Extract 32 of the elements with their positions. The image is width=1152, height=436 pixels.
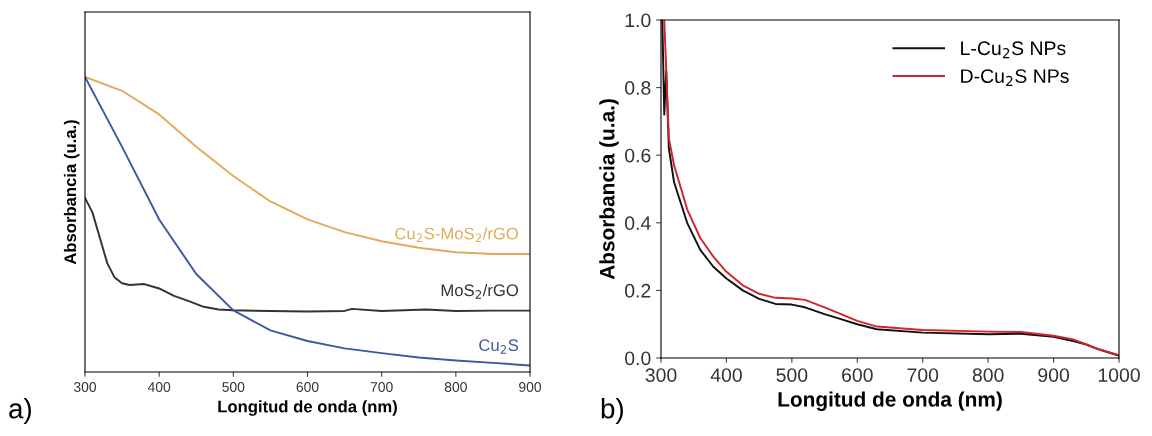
x-tick-label: 300 bbox=[645, 368, 677, 382]
x-tick-label: 1000 bbox=[1098, 368, 1140, 382]
y-tick-label: 0.0 bbox=[625, 351, 651, 366]
x-tick-label: 900 bbox=[519, 382, 542, 392]
x-tick-label: 600 bbox=[842, 368, 873, 382]
x-tick-label: 500 bbox=[222, 382, 245, 392]
x-tick-label: 400 bbox=[147, 382, 171, 392]
y-tick-label: 0.2 bbox=[625, 283, 651, 298]
y-axis-title: Absorbancia (u.a.) bbox=[599, 99, 619, 280]
legend-label: L-Cu$_{2}$S NPs bbox=[961, 41, 1066, 59]
series-label: Cu$_{2}$S bbox=[479, 339, 519, 354]
series-label: MoS$_{2}$/rGO bbox=[441, 283, 519, 299]
x-tick-label: 500 bbox=[776, 368, 808, 382]
x-axis-title: Longitud de onda (nm) bbox=[778, 391, 1002, 411]
x-tick-label: 600 bbox=[296, 382, 319, 392]
y-tick-label: 0.6 bbox=[625, 148, 651, 163]
y-axis-title: Absorbancia (u.a.) bbox=[63, 120, 80, 265]
x-tick-label: 700 bbox=[907, 368, 939, 382]
y-tick-label: 1.0 bbox=[625, 13, 651, 28]
y-tick-label: 0.8 bbox=[625, 81, 651, 95]
x-tick-label: 800 bbox=[972, 368, 1004, 382]
y-tick-label: 0.4 bbox=[625, 216, 651, 231]
x-tick-label: 900 bbox=[1038, 368, 1070, 382]
series-label: Cu$_{2}$S-MoS$_{2}$/rGO bbox=[395, 227, 519, 243]
x-axis-title: Longitud de onda (nm) bbox=[218, 400, 397, 416]
x-tick-label: 400 bbox=[710, 368, 742, 382]
text: a) bbox=[9, 398, 31, 424]
x-tick-label: 700 bbox=[370, 382, 393, 392]
x-tick-label: 300 bbox=[73, 382, 97, 392]
x-tick-label: 800 bbox=[444, 382, 467, 392]
text: b) bbox=[601, 398, 623, 424]
legend-label: D-Cu$_{2}$S NPs bbox=[961, 69, 1069, 86]
